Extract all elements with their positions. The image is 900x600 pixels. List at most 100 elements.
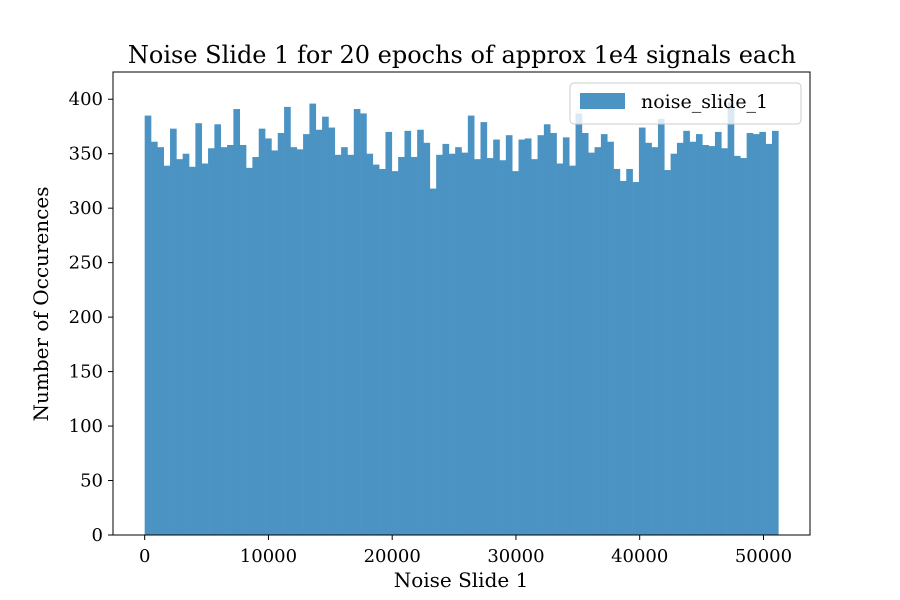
histogram-bar: [233, 109, 241, 535]
histogram-bar: [271, 150, 279, 535]
histogram-bar: [733, 155, 741, 535]
y-tick-label: 0: [92, 525, 103, 546]
histogram-bar: [461, 152, 469, 535]
x-tick-label: 50000: [735, 546, 792, 567]
histogram-bar: [246, 167, 253, 535]
histogram-bar: [341, 147, 348, 536]
histogram-bar: [157, 147, 164, 536]
histogram-bar: [467, 115, 475, 535]
histogram-bar: [607, 141, 614, 535]
histogram-bar: [632, 182, 640, 535]
histogram-bar: [613, 168, 621, 535]
histogram-bar: [208, 148, 215, 535]
histogram-bar: [144, 115, 152, 535]
histogram-bar: [505, 135, 513, 535]
x-tick-label: 10000: [240, 546, 297, 567]
x-axis-ticks: 0 10000 20000 30000 40000 50000: [139, 535, 792, 567]
histogram-bar: [626, 168, 633, 535]
histogram-bar: [290, 147, 298, 536]
x-tick-label: 20000: [364, 546, 421, 567]
histogram-bar: [220, 147, 228, 536]
histogram-bar: [322, 116, 329, 536]
histogram-bar: [676, 142, 684, 535]
histogram-bar: [474, 159, 481, 535]
chart-title: Noise Slide 1 for 20 epochs of approx 1e…: [128, 41, 796, 69]
histogram-bar: [714, 131, 722, 536]
y-tick-label: 250: [69, 253, 103, 274]
histogram-bar: [499, 160, 507, 536]
bars-group: [144, 102, 779, 536]
histogram-bar: [619, 180, 627, 535]
histogram-bar: [391, 171, 399, 535]
histogram-bar: [227, 144, 234, 536]
histogram-bar: [581, 133, 589, 535]
y-tick-label: 350: [69, 144, 103, 165]
histogram-bar: [537, 135, 545, 535]
histogram-bar: [562, 137, 570, 536]
histogram-bar: [651, 147, 659, 536]
histogram-bar: [163, 165, 171, 535]
histogram-bar: [195, 123, 203, 535]
histogram-bar: [486, 158, 494, 535]
histogram-bar: [315, 129, 323, 536]
histogram-bar: [284, 106, 291, 536]
histogram-bar: [189, 166, 196, 535]
histogram-bar: [588, 152, 595, 535]
histogram-bar: [455, 147, 462, 536]
histogram-bar: [480, 122, 488, 536]
histogram-bar: [708, 146, 716, 535]
histogram-bar: [436, 154, 443, 536]
histogram-bar: [657, 118, 665, 535]
histogram-bar: [379, 168, 386, 535]
histogram-bar: [151, 141, 158, 535]
y-tick-label: 200: [69, 307, 103, 328]
histogram-bar: [366, 153, 374, 535]
legend-swatch: [580, 93, 625, 109]
histogram-bar: [170, 128, 177, 535]
y-axis-ticks: 0 50 100 150 200 250 300 350 400: [69, 89, 113, 546]
histogram-bar: [429, 188, 437, 535]
histogram-bar: [556, 163, 564, 535]
histogram-bar: [328, 127, 336, 535]
histogram-bar: [309, 103, 317, 535]
histogram-bar: [353, 109, 361, 535]
histogram-bar: [252, 156, 260, 535]
y-tick-label: 100: [69, 416, 103, 437]
histogram-bar: [385, 131, 393, 536]
histogram-bar: [645, 142, 652, 535]
histogram-bar: [524, 138, 532, 535]
histogram-bar: [683, 130, 690, 535]
histogram-bar: [398, 156, 405, 535]
histogram-bar: [600, 134, 608, 535]
x-tick-label: 30000: [487, 546, 544, 567]
histogram-bar: [176, 159, 183, 535]
histogram-bar: [277, 133, 285, 535]
histogram-bar: [638, 127, 646, 535]
histogram-bar: [594, 147, 602, 536]
histogram-bar: [404, 130, 412, 535]
histogram-bar: [689, 141, 697, 535]
histogram-bar: [702, 144, 709, 536]
histogram-bar: [518, 139, 526, 536]
histogram-bar: [423, 142, 431, 535]
histogram-bar: [740, 158, 747, 535]
histogram-bar: [765, 143, 773, 535]
histogram-bar: [360, 113, 367, 536]
histogram-bar: [512, 171, 519, 535]
histogram-bar: [182, 153, 190, 535]
legend-entry-noise-slide-1: noise_slide_1: [641, 91, 768, 113]
histogram-bar: [721, 148, 728, 535]
histogram-bar: [746, 133, 754, 535]
histogram-bar: [303, 134, 310, 535]
histogram-bar: [575, 113, 583, 536]
histogram-bar: [239, 144, 247, 536]
histogram-bar: [550, 133, 557, 535]
histogram-bar: [569, 165, 576, 535]
histogram-bar: [759, 131, 766, 536]
histogram-bar: [695, 134, 703, 535]
y-tick-label: 400: [69, 89, 103, 110]
histogram-bar: [214, 124, 222, 535]
legend-box: [569, 82, 802, 125]
histogram-bar: [664, 170, 671, 536]
